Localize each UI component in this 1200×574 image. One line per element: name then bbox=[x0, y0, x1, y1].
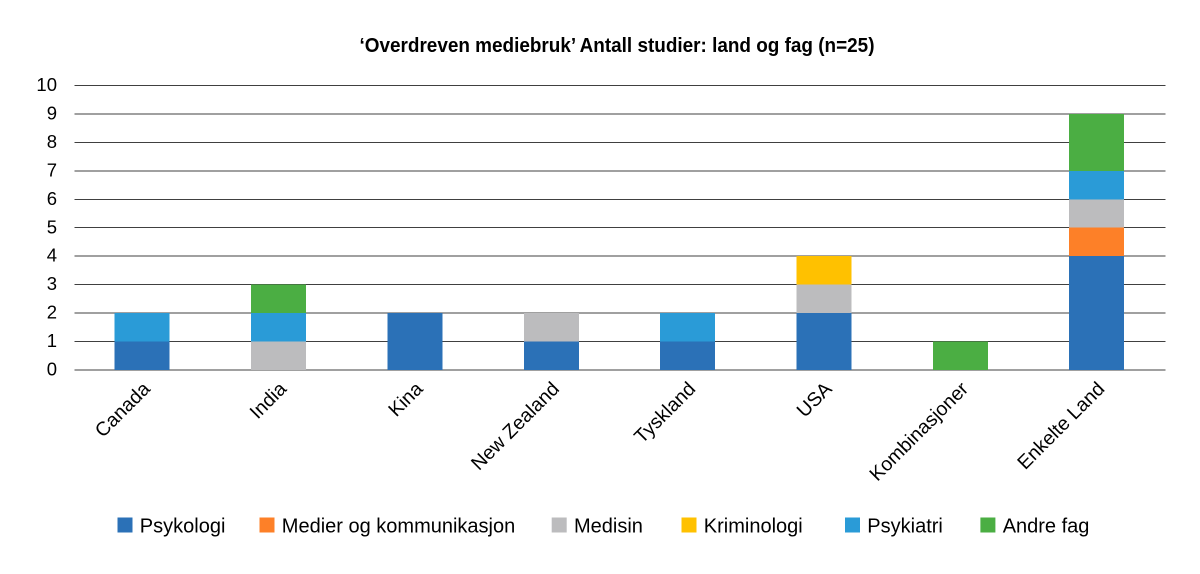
svg-text:3: 3 bbox=[47, 273, 57, 294]
svg-text:Psykologi: Psykologi bbox=[140, 516, 226, 538]
svg-text:6: 6 bbox=[47, 188, 57, 209]
svg-text:10: 10 bbox=[36, 74, 57, 95]
svg-text:7: 7 bbox=[47, 160, 57, 181]
svg-text:Psykiatri: Psykiatri bbox=[867, 516, 943, 538]
svg-text:‘Overdreven mediebruk’ Antall: ‘Overdreven mediebruk’ Antall studier: l… bbox=[360, 34, 875, 57]
svg-text:Kriminologi: Kriminologi bbox=[704, 516, 803, 538]
svg-text:1: 1 bbox=[47, 330, 57, 351]
svg-text:Andre fag: Andre fag bbox=[1003, 516, 1090, 538]
svg-text:5: 5 bbox=[47, 216, 57, 237]
svg-text:4: 4 bbox=[47, 245, 57, 266]
svg-text:Medisin: Medisin bbox=[574, 516, 643, 538]
svg-text:0: 0 bbox=[47, 358, 57, 379]
svg-text:2: 2 bbox=[47, 302, 57, 323]
svg-text:Medier og kommunikasjon: Medier og kommunikasjon bbox=[282, 516, 515, 538]
svg-text:9: 9 bbox=[47, 103, 57, 124]
svg-text:8: 8 bbox=[47, 131, 57, 152]
